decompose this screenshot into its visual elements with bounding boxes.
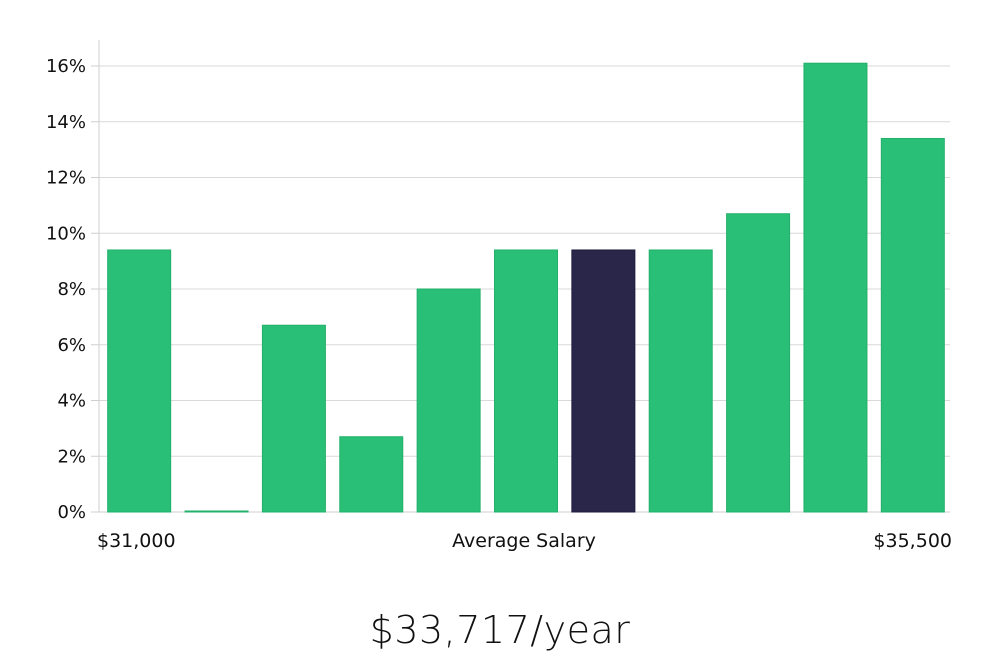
bar-highlighted: [571, 249, 636, 513]
y-tick-label: 12%: [46, 168, 86, 189]
y-tick-label: 2%: [57, 446, 86, 467]
y-tick-label: 16%: [46, 56, 86, 77]
bar: [339, 436, 404, 513]
bar: [494, 249, 558, 513]
y-tick-label: 4%: [57, 391, 86, 412]
bar: [880, 137, 945, 513]
y-tick-label: 6%: [57, 335, 86, 356]
y-tick-label: 10%: [46, 223, 86, 244]
bar: [107, 249, 172, 513]
x-axis-max-label: $35,500: [873, 530, 952, 552]
bar: [726, 213, 791, 513]
y-tick-label: 8%: [57, 279, 86, 300]
y-axis-tick-labels: 0% 2% 4% 6% 8% 10% 12% 14% 16%: [46, 56, 99, 523]
bar: [261, 324, 326, 513]
y-tick-label: 0%: [57, 502, 86, 523]
bars: [107, 62, 945, 513]
bar: [184, 510, 249, 513]
salary-histogram-chart: 0% 2% 4% 6% 8% 10% 12% 14% 16% $31,000 Average S…: [46, 40, 952, 552]
average-salary-value: $33,717/year: [369, 608, 631, 652]
bar: [416, 288, 481, 513]
y-tick-label: 14%: [46, 112, 86, 133]
bar: [803, 62, 868, 513]
x-axis-min-label: $31,000: [97, 530, 176, 552]
bar: [648, 249, 713, 513]
x-axis-title: Average Salary: [452, 530, 596, 552]
